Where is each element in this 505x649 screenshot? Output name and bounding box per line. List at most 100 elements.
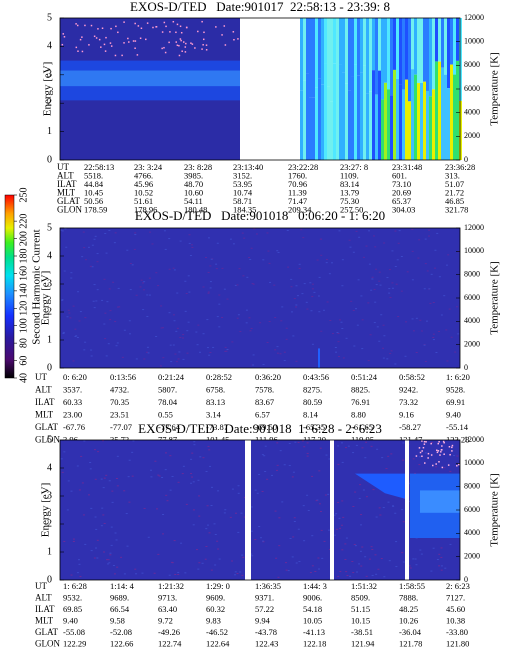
spectrum-speck [402,442,405,444]
spectrum-stripe [438,61,441,160]
spectrum-speck [281,306,284,308]
spectrum-stripe [345,18,348,84]
spectrum-speck [231,560,234,562]
spectrum-speck [162,514,165,516]
spectrum-speck [337,501,340,503]
spectrum-speck [440,569,443,571]
spectrum-speck [77,559,80,561]
spectrum-speck [207,445,210,447]
spectrum-speck [197,479,200,481]
panel: EXOS-D/TED Date:901017 22:58:13 - 23:39:… [42,0,501,215]
spectrum-speck [306,494,309,496]
spectrum-speck [61,299,64,301]
spectrum-speck [259,537,262,539]
table-cell: 9528. [446,384,465,394]
spectrum-speck [444,567,447,569]
spectrum-speck [294,441,297,443]
spectrum-speck [115,25,117,28]
spectrum-speck [118,306,121,308]
spectrum-stripe [375,94,378,160]
table-cell: -65.35 [303,422,325,432]
spectrum-speck [154,460,157,462]
spectrum-speck [148,294,151,296]
spectrum-speck [428,229,431,231]
spectrum-speck [142,289,145,291]
spectrum-speck [104,338,107,340]
table-cell: 7578. [255,384,274,394]
spectrum-stripe [450,64,453,160]
spectrum-stripe [327,18,330,87]
spectrum-stripe [309,97,312,160]
spectrum-speck [178,351,181,353]
spectrum-speck [115,478,118,480]
spectrum-speck [435,463,437,465]
spectrum-speck [89,462,92,464]
spectrum-speck [301,440,304,442]
spectrum-speck [430,273,433,275]
spectrum-speck [423,440,426,443]
spectrum-speck [61,43,64,46]
spectrum-speck [432,464,434,467]
spectrum-stripe [381,18,384,100]
spectrum-speck [388,292,391,294]
spectrum-speck [61,471,64,473]
table-cell: 11.39 [288,187,307,197]
spectrum-speck [400,255,403,257]
spectrum-speck [317,295,320,297]
spectrum-speck [262,259,265,261]
table-cell: 76.91 [351,397,370,407]
table-cell: 10.60 [184,187,203,197]
spectrum-speck [61,299,64,301]
spectrum-speck [217,490,220,492]
spectrum-speck [441,449,443,451]
spectrum-speck [238,268,241,270]
spectrum-speck [224,346,227,348]
spectrum-speck [184,572,187,574]
table-cell: 122.28 [446,434,469,444]
spectrum-speck [105,474,108,476]
table-cell: 117.20 [303,434,326,444]
spectrum-stripe [423,81,426,160]
spectrum-speck [161,47,163,50]
spectrum-speck [321,557,324,559]
spectrum-speck [209,265,212,267]
spectrum-speck [132,440,135,442]
spectrum-speck [179,240,182,242]
spectrum-speck [116,485,119,487]
spectrum-speck [298,561,301,563]
spectrum-speck [387,455,390,457]
table-cell: 35.72 [110,434,129,444]
spectrum-speck [81,36,83,38]
spectrum-band [60,70,240,87]
spectrum-stripe [381,99,384,160]
table-cell: 23:36:28 [445,162,475,172]
spectrum-speck [131,451,134,453]
spectrum-stripe [330,18,333,102]
table-row-label: GLAT [35,627,58,637]
spectrum-speck [72,538,75,540]
y2-tick-label: 2000 [464,339,480,348]
table-cell: 1: 6:20 [446,372,470,382]
spectrum-speck [292,471,295,473]
spectrum-speck [262,364,265,366]
spectrum-speck [442,440,445,443]
spectrum-speck [421,440,423,442]
spectrum-speck [63,270,66,272]
spectrum-speck [435,351,438,353]
table-cell: -55.08 [63,627,85,637]
spectrum-speck [423,344,426,346]
spectrum-speck [276,464,279,466]
spectrum-speck [108,480,111,482]
table-cell: -38.51 [351,627,373,637]
spectrum-speck [181,473,184,475]
spectrum-speck [174,573,177,575]
spectrum-speck [402,521,405,523]
spectrum-speck [139,37,142,40]
table-cell: 48.25 [399,604,418,614]
spectrum-speck [255,233,258,235]
spectrum-band [420,490,460,513]
spectrum-speck [226,349,229,351]
spectrum-speck [423,443,426,445]
spectrum-speck [275,557,278,559]
spectrum-speck [224,350,227,352]
